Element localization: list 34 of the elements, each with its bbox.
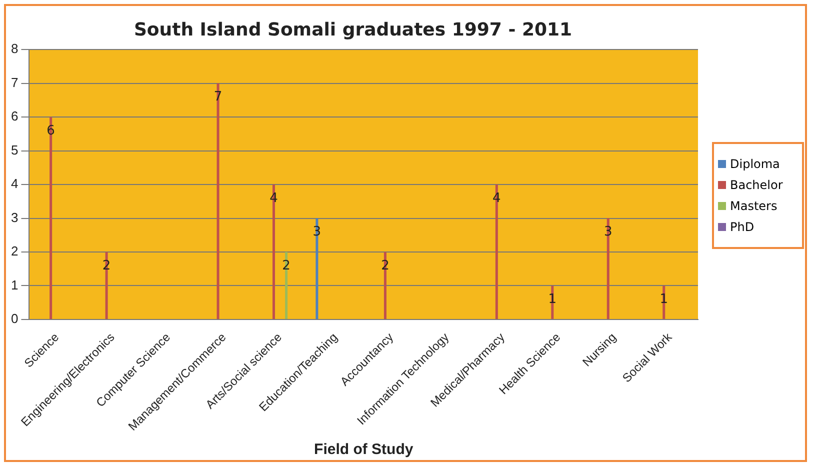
y-tick-label: 4: [10, 176, 18, 192]
data-label: 2: [282, 258, 290, 274]
legend-label: PhD: [730, 220, 754, 234]
y-tick-label: 8: [10, 41, 18, 56]
legend-label: Bachelor: [730, 178, 783, 192]
data-label: 6: [46, 123, 55, 138]
y-tick-label: 0: [10, 311, 18, 326]
bar: [606, 218, 610, 319]
data-label: 1: [660, 292, 668, 308]
data-label: 2: [102, 258, 111, 274]
bar: [495, 184, 498, 319]
legend-label: Masters: [730, 199, 778, 213]
x-axis-title: Field of Study: [314, 441, 414, 458]
y-tick-label: 2: [10, 244, 18, 259]
y-tick-label: 6: [10, 108, 18, 124]
bar: [316, 218, 318, 319]
data-label: 1: [548, 292, 557, 308]
bar: [272, 184, 276, 319]
bar: [216, 83, 220, 319]
data-label: 7: [214, 90, 222, 105]
data-label: 4: [270, 190, 278, 206]
bar: [105, 252, 108, 319]
data-label: 4: [492, 190, 501, 206]
chart-title: South Island Somali graduates 1997 - 2011: [134, 19, 572, 40]
bar: [384, 252, 386, 319]
y-tick-label: 7: [10, 74, 18, 90]
legend-label: Diploma: [730, 157, 780, 171]
bar: [285, 252, 288, 319]
y-tick-label: 3: [10, 210, 18, 225]
data-label: 2: [381, 258, 390, 274]
y-tick-label: 1: [10, 277, 18, 292]
data-label: 3: [604, 224, 612, 240]
bar: [50, 117, 52, 319]
y-tick-label: 5: [10, 142, 18, 158]
